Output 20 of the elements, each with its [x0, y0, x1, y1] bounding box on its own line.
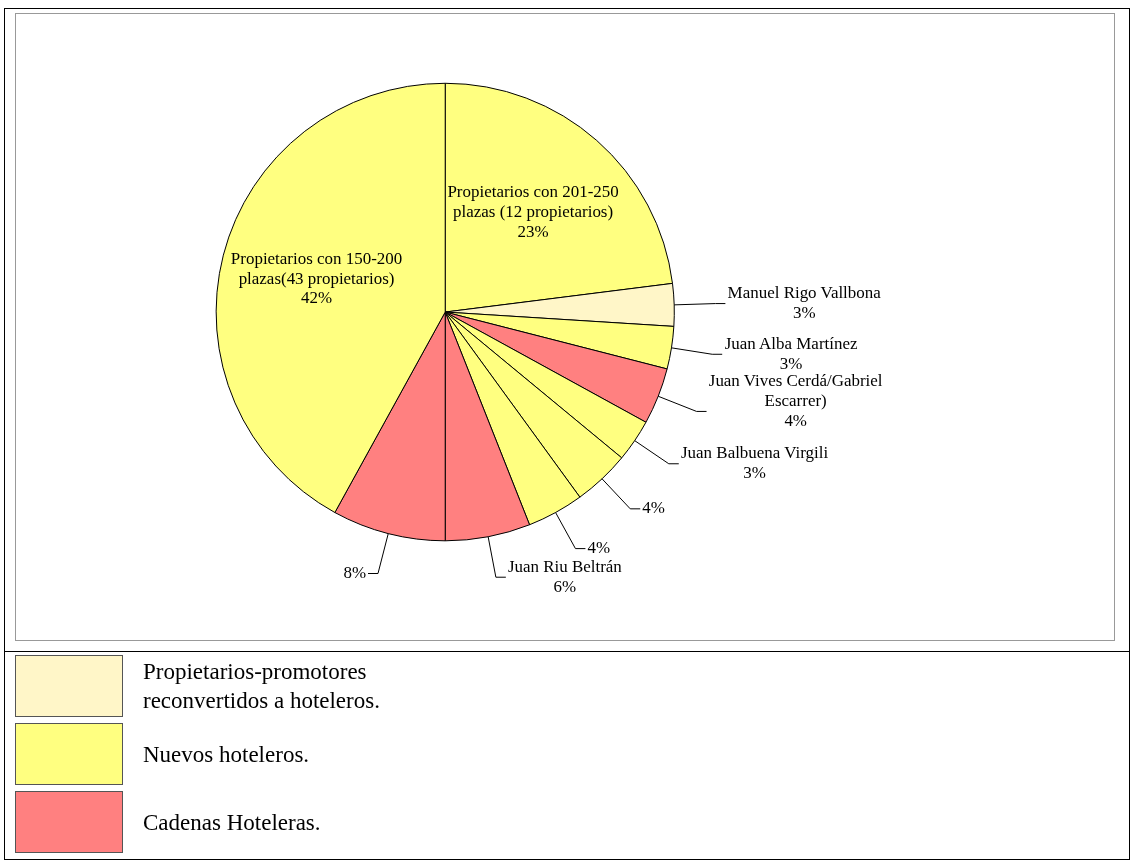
slice-label: Propietarios con 201-250 plazas (12 propietarios) [447, 182, 619, 221]
text: Cadenas Hoteleras. [143, 808, 321, 837]
data-label: 4% [642, 498, 665, 518]
slice-label: Juan Alba Martínez [724, 333, 858, 353]
data-label: 3% [779, 353, 803, 373]
text: Nuevos hoteleros. [143, 740, 310, 769]
data-label: 42% [300, 288, 333, 308]
text: Propietarios-promotores reconvertidos a hoteleros. [143, 658, 381, 715]
slice-label: Juan Balbuena Virgili [681, 443, 829, 463]
slice-label: Juan Riu Beltrán [507, 556, 623, 576]
data-label: 8% [343, 562, 366, 582]
data-label: 4% [784, 410, 807, 430]
data-label: 3% [743, 463, 766, 483]
slice-label: Manuel Rigo Vallbona [727, 283, 882, 303]
slice-label: Juan Vives Cerdá/Gabriel Escarrer) [708, 370, 883, 410]
slice-label: Propietarios con 150-200 plazas(43 propietarios) [230, 248, 403, 288]
data-label: 23% [517, 221, 549, 241]
data-label: 4% [587, 538, 611, 558]
data-label: 3% [792, 303, 816, 322]
data-label: 6% [553, 576, 577, 596]
